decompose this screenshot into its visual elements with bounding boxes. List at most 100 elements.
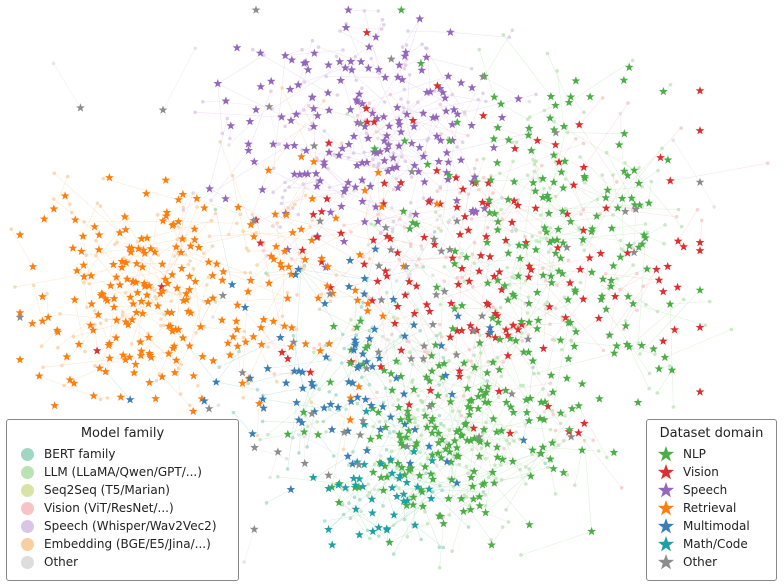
graph-edge: [375, 19, 383, 38]
dataset-node: [623, 248, 632, 257]
dataset-node: [322, 194, 332, 203]
dataset-node: [455, 230, 465, 239]
dataset-node: [344, 377, 354, 386]
dataset-node: [131, 277, 141, 287]
graph-edge: [316, 231, 352, 238]
dataset-node: [317, 257, 326, 266]
dataset-node: [601, 193, 611, 202]
dataset-node: [475, 492, 484, 501]
graph-edge: [471, 208, 536, 220]
model-node: [261, 248, 266, 253]
dataset-node: [291, 270, 300, 279]
model-node: [364, 131, 369, 135]
model-node: [129, 342, 134, 346]
dataset-node: [559, 468, 568, 477]
dataset-node: [514, 240, 524, 249]
dataset-node: [263, 364, 272, 373]
model-node: [647, 371, 652, 376]
dataset-node: [468, 177, 477, 186]
dataset-node: [425, 376, 434, 385]
model-node: [542, 410, 547, 414]
dataset-node: [317, 207, 327, 216]
dataset-node: [160, 274, 170, 284]
graph-edge: [432, 117, 463, 143]
dataset-node: [546, 92, 556, 101]
model-node: [470, 447, 474, 452]
dataset-node: [565, 425, 574, 434]
dataset-node: [524, 123, 534, 133]
dataset-node: [366, 181, 375, 191]
dataset-node: [310, 48, 319, 57]
dataset-node: [400, 470, 410, 479]
graph-edge: [287, 421, 318, 435]
model-node: [462, 110, 467, 114]
dataset-node: [606, 275, 616, 285]
dataset-node: [179, 296, 188, 305]
dataset-node: [203, 297, 213, 306]
model-node: [302, 108, 306, 112]
model-node: [524, 465, 528, 469]
model-node: [523, 324, 528, 328]
model-node: [644, 303, 648, 307]
graph-edge: [548, 252, 552, 277]
model-node: [437, 545, 442, 549]
dataset-node: [282, 141, 292, 150]
dataset-node: [370, 144, 379, 153]
dataset-node: [431, 112, 441, 121]
model-node: [419, 537, 424, 542]
model-node: [462, 279, 467, 284]
graph-edge: [209, 118, 228, 189]
model-node: [272, 166, 276, 170]
dataset-node: [95, 363, 104, 372]
dataset-node: [400, 419, 410, 429]
model-node: [376, 136, 380, 141]
graph-edge: [182, 194, 241, 215]
graph-edge: [536, 221, 571, 242]
dataset-node: [558, 206, 567, 216]
dataset-node: [161, 211, 171, 220]
dataset-node: [475, 501, 484, 510]
dataset-node: [358, 359, 368, 368]
dataset-node: [244, 145, 253, 155]
dataset-node: [381, 422, 390, 432]
dataset-node: [233, 341, 242, 350]
model-node: [191, 191, 195, 195]
dataset-node: [531, 203, 540, 212]
model-node: [591, 438, 595, 443]
dataset-node: [331, 213, 341, 222]
model-node: [101, 176, 106, 181]
dataset-node: [695, 387, 705, 396]
graph-edge: [329, 365, 359, 393]
model-node: [388, 431, 392, 435]
dataset-node: [15, 308, 25, 317]
dataset-node: [208, 356, 218, 365]
dataset-node: [427, 400, 437, 409]
model-node: [618, 111, 623, 116]
graph-edge: [324, 512, 373, 522]
dataset-node: [384, 121, 394, 130]
dataset-node: [607, 223, 617, 233]
graph-edge: [328, 514, 344, 530]
dataset-domain-legend-item: Retrieval: [647, 499, 776, 517]
dataset-node: [453, 109, 462, 118]
graph-edge: [262, 421, 302, 423]
graph-edge: [570, 214, 614, 222]
model-node: [262, 53, 266, 57]
graph-edge: [331, 487, 371, 539]
dataset-node: [312, 232, 322, 242]
dataset-node: [309, 104, 319, 113]
dataset-node: [139, 245, 148, 254]
dataset-node: [375, 458, 385, 467]
dataset-node: [392, 373, 401, 382]
dataset-node: [190, 276, 200, 286]
model-node: [526, 295, 531, 300]
model-node: [450, 549, 454, 553]
model-node: [671, 138, 675, 143]
graph-edge: [406, 99, 479, 115]
model-node: [653, 352, 657, 357]
graph-edge: [546, 231, 621, 241]
dataset-node: [358, 196, 367, 206]
dataset-node: [199, 396, 209, 405]
model-node: [342, 223, 346, 228]
dataset-node: [395, 471, 405, 480]
